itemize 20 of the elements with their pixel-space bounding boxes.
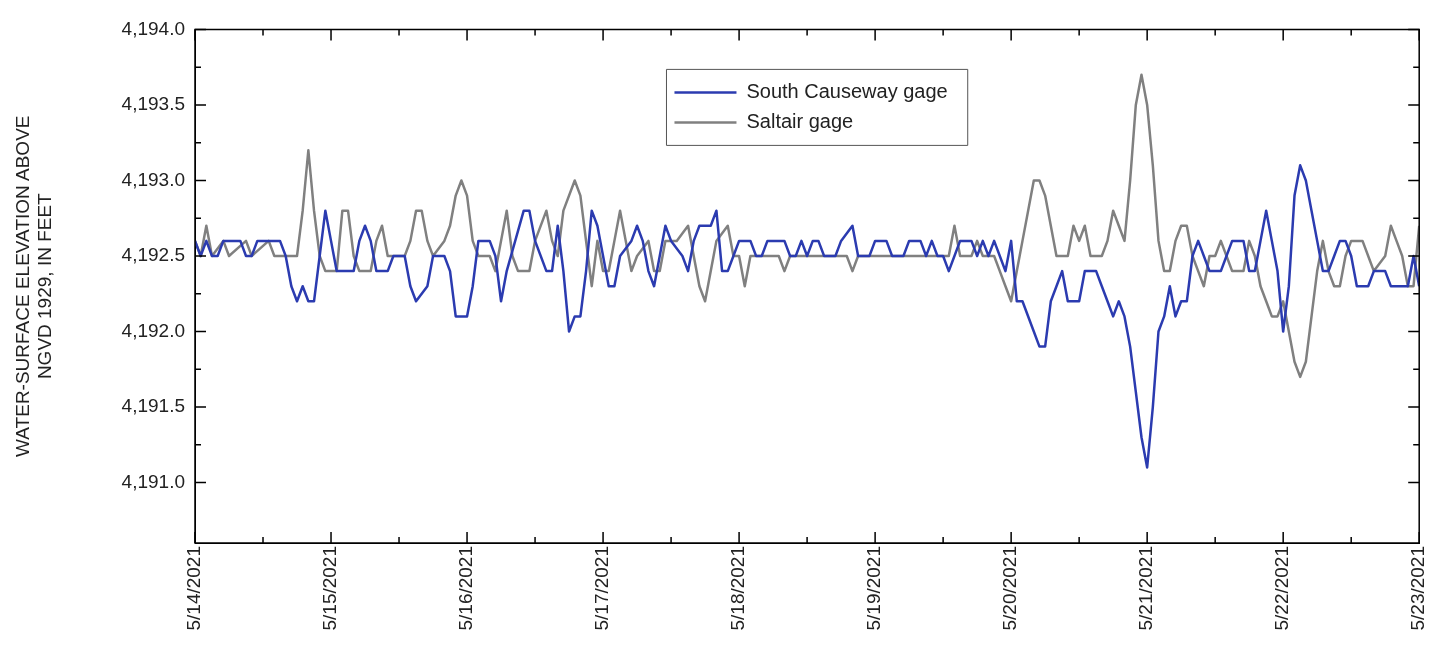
legend-label: South Causeway gage xyxy=(746,79,948,102)
x-tick-label: 5/20/2021 xyxy=(999,546,1021,631)
x-tick-label: 5/15/2021 xyxy=(319,546,341,631)
x-tick-label: 5/22/2021 xyxy=(1271,546,1293,631)
y-axis-title: WATER-SURFACE ELEVATION ABOVE NGVD 1929, IN FEET xyxy=(11,115,56,457)
y-tick-label: 4,191.5 xyxy=(121,395,185,417)
x-tick-label: 5/23/2021 xyxy=(1407,546,1429,631)
y-tick-label: 4,192.5 xyxy=(121,244,185,266)
legend-label: Saltair gage xyxy=(746,109,854,132)
x-tick-label: 5/21/2021 xyxy=(1135,546,1157,631)
y-tick-label: 4,191.0 xyxy=(121,470,185,492)
y-tick-label: 4,192.0 xyxy=(121,319,185,341)
x-tick-label: 5/16/2021 xyxy=(455,546,477,631)
x-tick-label: 5/19/2021 xyxy=(863,546,885,631)
y-tick-label: 4,194.0 xyxy=(121,17,185,39)
x-tick-label: 5/18/2021 xyxy=(727,546,749,631)
y-tick-label: 4,193.0 xyxy=(121,168,185,190)
x-tick-label: 5/14/2021 xyxy=(183,546,205,631)
x-tick-label: 5/17/2021 xyxy=(591,546,613,631)
y-tick-label: 4,193.5 xyxy=(121,93,185,115)
